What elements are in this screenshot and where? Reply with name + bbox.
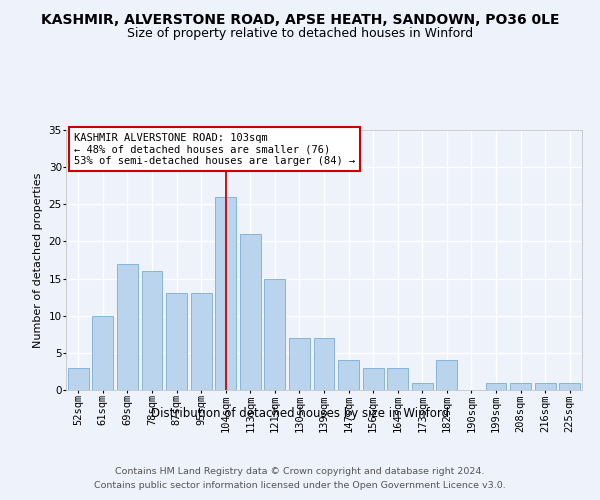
Bar	[485, 382, 506, 390]
Text: Distribution of detached houses by size in Winford: Distribution of detached houses by size …	[151, 408, 449, 420]
Text: KASHMIR ALVERSTONE ROAD: 103sqm
← 48% of detached houses are smaller (76)
53% of: KASHMIR ALVERSTONE ROAD: 103sqm ← 48% of…	[74, 132, 355, 166]
Bar	[92, 316, 113, 390]
Bar	[191, 294, 212, 390]
Y-axis label: Number of detached properties: Number of detached properties	[33, 172, 43, 348]
Bar	[215, 197, 236, 390]
Bar	[289, 338, 310, 390]
Bar	[412, 382, 433, 390]
Bar	[166, 294, 187, 390]
Bar	[510, 382, 531, 390]
Text: KASHMIR, ALVERSTONE ROAD, APSE HEATH, SANDOWN, PO36 0LE: KASHMIR, ALVERSTONE ROAD, APSE HEATH, SA…	[41, 12, 559, 26]
Text: Contains HM Land Registry data © Crown copyright and database right 2024.: Contains HM Land Registry data © Crown c…	[115, 468, 485, 476]
Bar	[387, 368, 408, 390]
Bar	[436, 360, 457, 390]
Bar	[535, 382, 556, 390]
Bar	[362, 368, 383, 390]
Bar	[314, 338, 334, 390]
Text: Contains public sector information licensed under the Open Government Licence v3: Contains public sector information licen…	[94, 481, 506, 490]
Bar	[559, 382, 580, 390]
Bar	[142, 271, 163, 390]
Bar	[240, 234, 261, 390]
Bar	[68, 368, 89, 390]
Bar	[117, 264, 138, 390]
Text: Size of property relative to detached houses in Winford: Size of property relative to detached ho…	[127, 28, 473, 40]
Bar	[338, 360, 359, 390]
Bar	[265, 278, 286, 390]
